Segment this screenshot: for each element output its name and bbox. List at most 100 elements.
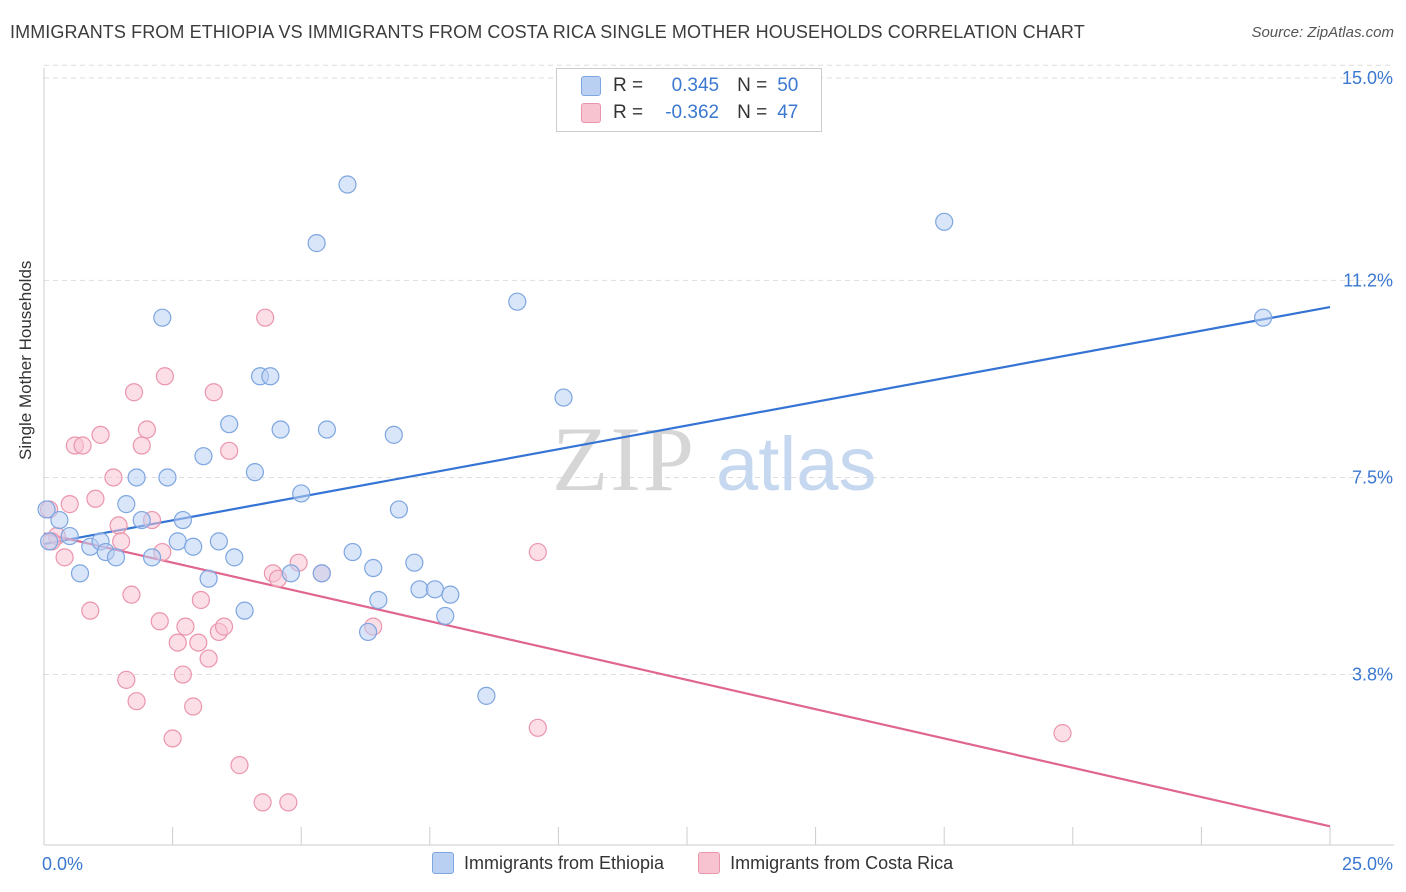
- costa-rica-point: [279, 793, 298, 812]
- legend-r-label: R =: [613, 102, 644, 123]
- grid-lines: [44, 64, 1394, 676]
- ethiopia-point: [132, 510, 151, 530]
- legend-n-value: 50: [777, 75, 799, 96]
- ethiopia-point: [441, 585, 460, 604]
- legend-r-value: 0.345: [671, 75, 720, 96]
- ethiopia-point: [184, 537, 203, 556]
- ethiopia-point: [358, 622, 378, 642]
- costa-rica-point: [184, 697, 203, 716]
- ethiopia-point: [37, 500, 56, 519]
- ethiopia-point: [405, 553, 424, 572]
- costa-rica-trend-line: [43, 532, 1331, 828]
- ethiopia-point: [364, 558, 383, 578]
- legend-item-costa-rica[interactable]: Immigrants from Costa Rica: [698, 852, 953, 874]
- ethiopia-point: [477, 686, 496, 705]
- costa-rica-point: [528, 718, 547, 737]
- series-legend: Immigrants from Ethiopia Immigrants from…: [432, 852, 987, 874]
- legend-label-costa-rica: Immigrants from Costa Rica: [730, 852, 954, 873]
- correlation-legend: R = 0.345 N = 50 R = -0.362 N = 47: [556, 68, 822, 132]
- source-label: Source: ZipAtlas.com: [1251, 24, 1394, 41]
- costa-rica-point: [122, 585, 141, 604]
- costa-rica-point: [155, 367, 174, 386]
- costa-rica-point: [189, 633, 208, 652]
- ethiopia-point: [70, 564, 90, 583]
- costa-rica-point: [137, 420, 156, 439]
- costa-rica-point: [91, 425, 110, 444]
- legend-row-ethiopia: R = 0.345 N = 50: [581, 74, 798, 98]
- ethiopia-point: [194, 447, 213, 466]
- ethiopia-point: [508, 292, 527, 311]
- costa-rica-point: [55, 548, 74, 567]
- ethiopia-point: [338, 175, 357, 194]
- ethiopia-point: [245, 463, 265, 482]
- costa-rica-point: [214, 617, 234, 636]
- costa-rica-point: [163, 729, 182, 748]
- legend-n-label: N =: [737, 102, 768, 123]
- ethiopia-point: [935, 212, 954, 231]
- costa-rica-point: [528, 542, 547, 562]
- ethiopia-trend-line: [43, 305, 1331, 546]
- costa-rica-point: [73, 436, 92, 455]
- costa-rica-point: [86, 489, 105, 508]
- ethiopia-point: [317, 420, 337, 439]
- ethiopia-point: [436, 606, 455, 626]
- ethiopia-point: [389, 500, 409, 519]
- costa-rica-point: [127, 692, 146, 711]
- costa-rica-point: [230, 756, 249, 775]
- ethiopia-point: [343, 542, 362, 562]
- costa-rica-point: [112, 532, 131, 551]
- ethiopia-point: [225, 548, 244, 567]
- ethiopia-point: [153, 308, 172, 327]
- ethiopia-point: [307, 234, 326, 253]
- costa-rica-point: [150, 612, 169, 631]
- y-tick-label: 3.8%: [1352, 665, 1393, 685]
- ethiopia-point: [117, 495, 136, 514]
- ethiopia-point: [281, 564, 301, 583]
- watermark-zip: ZIP: [552, 408, 696, 510]
- legend-n-value: 47: [777, 102, 799, 123]
- ethiopia-point: [312, 564, 331, 583]
- trend-lines: [43, 305, 1331, 828]
- costa-rica-point: [168, 633, 187, 652]
- legend-n-label: N =: [737, 75, 768, 96]
- costa-rica-point: [104, 468, 123, 487]
- y-tick-label: 15.0%: [1342, 68, 1393, 88]
- costa-rica-point: [176, 617, 195, 636]
- costa-rica-point: [124, 383, 144, 402]
- costa-rica-point: [204, 383, 223, 402]
- costa-rica-point: [253, 793, 272, 812]
- legend-item-ethiopia[interactable]: Immigrants from Ethiopia: [432, 852, 664, 874]
- x-tick-label: 25.0%: [1342, 854, 1393, 874]
- ethiopia-point: [292, 484, 311, 503]
- ethiopia-point: [384, 425, 403, 444]
- ethiopia-point: [158, 468, 177, 487]
- legend-row-costa-rica: R = -0.362 N = 47: [581, 101, 798, 125]
- ethiopia-point: [220, 415, 239, 434]
- costa-rica-point: [191, 590, 210, 610]
- ethiopia-point: [127, 468, 146, 487]
- ethiopia-swatch: [581, 76, 601, 96]
- y-axis-label: Single Mother Households: [16, 260, 35, 460]
- ethiopia-point: [199, 569, 218, 588]
- costa-rica-point: [60, 495, 79, 514]
- costa-rica-swatch: [698, 852, 721, 874]
- watermark-atlas: atlas: [716, 422, 877, 507]
- ethiopia-point: [168, 532, 187, 551]
- y-tick-labels: 3.8% 7.5% 11.2% 15.0%: [1342, 68, 1393, 685]
- ethiopia-point: [142, 548, 162, 567]
- chart-title: IMMIGRANTS FROM ETHIOPIA VS IMMIGRANTS F…: [10, 22, 1085, 42]
- ethiopia-swatch: [432, 852, 454, 874]
- costa-rica-point: [109, 516, 128, 535]
- ethiopia-point: [271, 420, 290, 439]
- ethiopia-point: [60, 526, 79, 546]
- costa-rica-point: [81, 601, 100, 620]
- ethiopia-point: [261, 367, 280, 386]
- ethiopia-point: [106, 548, 126, 567]
- ethiopia-point: [554, 388, 573, 407]
- ethiopia-point: [1254, 308, 1273, 327]
- axes: [43, 68, 1394, 846]
- ethiopia-point: [369, 590, 388, 610]
- ethiopia-point: [235, 601, 254, 620]
- costa-rica-swatch: [581, 103, 601, 123]
